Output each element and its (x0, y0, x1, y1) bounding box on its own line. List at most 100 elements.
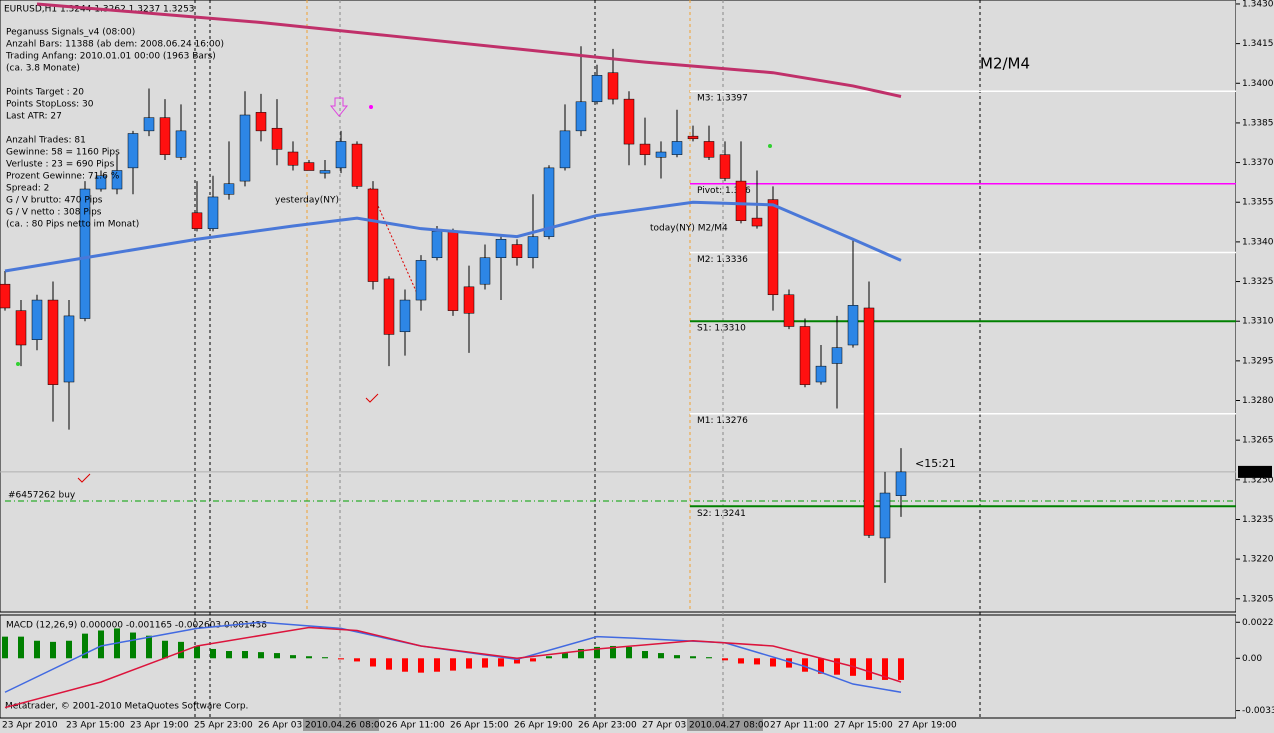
main-panel (0, 0, 1237, 613)
macd-bar (354, 658, 360, 662)
candle-body (879, 492, 891, 539)
y-tick-label: 1.3265 (1242, 436, 1274, 446)
y-tick-label: 1.3355 (1242, 198, 1274, 208)
candle-body (895, 471, 907, 496)
y-tick-label: 1.3280 (1242, 396, 1274, 406)
candle-body (543, 167, 555, 237)
macd-title: MACD (12,26,9) 0.000000 -0.001165 -0.002… (6, 621, 267, 631)
macd-bar (530, 658, 536, 662)
y-tick-label: 1.3340 (1242, 237, 1274, 247)
separators (194, 0, 981, 718)
x-tick-label: 2010.04.27 08:00 (689, 721, 770, 731)
macd-bar (242, 651, 248, 659)
x-tick-label: 26 Apr 19:00 (514, 721, 573, 731)
info-line: Points Target : 20 (6, 88, 84, 98)
info-line: Trading Anfang: 2010.01.01 00:00 (1963 B… (5, 52, 216, 62)
candle-body (63, 315, 75, 383)
candle-body (463, 286, 475, 314)
candle-body (191, 212, 203, 229)
macd-bar (578, 648, 584, 659)
macd-bar (866, 658, 872, 680)
macd-bar (594, 646, 600, 659)
annotation: <15:21 (915, 457, 956, 470)
candle-body (799, 326, 811, 385)
trade-path (369, 187, 421, 301)
candle-body (399, 299, 411, 333)
candle-body (863, 307, 875, 536)
macd-panel (0, 614, 1237, 719)
candle-body (735, 180, 747, 221)
y-tick-label: -0.00331 (1242, 706, 1274, 716)
y-tick-label: 0.00228 (1242, 618, 1274, 628)
y-tick-label: 1.3385 (1242, 118, 1274, 128)
y-tick-label: 1.3235 (1242, 515, 1274, 525)
info-line: (ca. : 80 Pips netto im Monat) (6, 220, 139, 230)
y-tick-label: 0.00 (1242, 654, 1262, 664)
macd-bar (626, 646, 632, 659)
candle-body (47, 299, 59, 385)
macd-bar (610, 645, 616, 659)
x-tick-label: 26 Apr 15:00 (450, 721, 509, 731)
candle-body (703, 141, 715, 158)
level-label: Pivot: 1.336 (697, 186, 751, 196)
macd-bar (658, 653, 664, 659)
macd-bar (290, 655, 296, 659)
candle-body (319, 170, 331, 174)
dot (768, 144, 772, 148)
candle-body (31, 299, 43, 340)
macd-bar (882, 658, 888, 680)
x-tick-label: 23 Apr 15:00 (66, 721, 125, 731)
candle-body (127, 133, 139, 169)
x-tick-label: 27 Apr 15:00 (834, 721, 893, 731)
y-tick-label: 1.3325 (1242, 277, 1274, 287)
candle-body (335, 141, 347, 169)
candle-body (479, 257, 491, 285)
candle-body (575, 101, 587, 132)
macd-bar (146, 635, 152, 659)
macd-bar (706, 657, 712, 659)
macd-bar (674, 655, 680, 659)
candle-body (0, 283, 11, 309)
macd-bar (2, 636, 8, 659)
candle-body (687, 135, 699, 140)
dot (369, 105, 373, 109)
candle-body (767, 199, 779, 296)
macd-bar (370, 658, 376, 667)
info-line: Anzahl Bars: 11388 (ab dem: 2008.06.24 1… (6, 40, 224, 50)
macd-bar (898, 658, 904, 680)
time-highlight (303, 719, 379, 731)
candle-body (527, 236, 539, 259)
price-box (1238, 465, 1272, 478)
candle-body (95, 175, 107, 190)
info-line: G / V brutto: 470 Pips (6, 196, 103, 206)
time-highlight (687, 719, 763, 731)
candle-body (719, 154, 731, 179)
macd-bar (562, 653, 568, 659)
candle-body (607, 72, 619, 100)
macd-bar (690, 656, 696, 659)
candle-body (447, 231, 459, 311)
macd-bar (754, 658, 760, 665)
macd-bar (722, 658, 728, 661)
macd-bar (802, 658, 808, 672)
check (365, 393, 379, 403)
info-line: Gewinne: 58 = 1160 Pips (6, 148, 120, 158)
y-tick-label: 1.3310 (1242, 317, 1274, 327)
y-tick-label: 1.3400 (1242, 79, 1274, 89)
price-axis (1236, 0, 1274, 733)
candle-body (367, 188, 379, 282)
candle-body (255, 112, 267, 132)
x-tick-label: 23 Apr 2010 (2, 721, 58, 731)
arrow-icon (329, 97, 349, 117)
macd-bar (98, 630, 104, 659)
y-tick-label: 1.3205 (1242, 594, 1274, 604)
y-tick-label: 1.3250 (1242, 475, 1274, 485)
y-tick-label: 1.3370 (1242, 158, 1274, 168)
candle-body (783, 294, 795, 327)
candle-body (239, 114, 251, 182)
macd-bar (434, 658, 440, 672)
info-line: Prozent Gewinne: 71.6 % (6, 172, 120, 182)
signals (16, 97, 772, 483)
candle-body (623, 98, 635, 145)
x-tick-label: 23 Apr 19:00 (130, 721, 189, 731)
